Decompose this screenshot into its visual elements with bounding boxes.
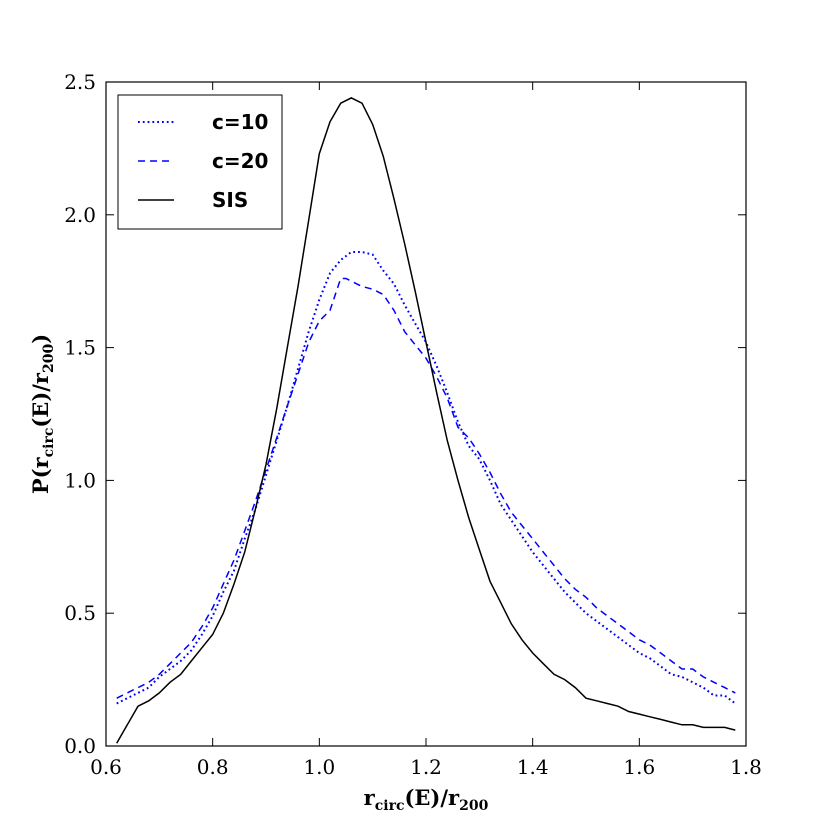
y-tick-label: 1.0 [64,468,96,492]
x-tick-label: 1.4 [517,755,549,779]
legend-label-sis: SIS [212,188,248,212]
x-tick-label: 0.6 [90,755,122,779]
legend-box [117,94,283,230]
x-tick-label: 0.8 [197,755,229,779]
y-tick-label: 0.5 [64,601,96,625]
series-line-c20 [116,277,736,699]
x-tick-label: 1.0 [303,755,335,779]
x-axis-title: rcirc(E)/r200 [364,785,489,814]
y-axis-title: P(rcirc(E)/r200) [28,334,57,494]
x-tick-label: 1.2 [410,755,442,779]
x-tick-label: 1.6 [623,755,655,779]
x-tick-label: 1.8 [730,755,762,779]
y-tick-label: 1.5 [64,336,96,360]
series-line-c10 [116,251,736,705]
y-tick-label: 2.5 [64,70,96,94]
ticks-layer: 0.6 0.8 1.0 1.2 1.4 1.6 1.8 0.0 0.5 1.0 1.5 2.0 2.5 [64,70,762,779]
y-tick-label: 0.0 [64,734,96,758]
y-tick-label: 2.0 [64,203,96,227]
series-layer [116,97,736,744]
legend: c=10 c=20 SIS [117,94,283,230]
legend-label-c20: c=20 [212,149,268,173]
legend-label-c10: c=10 [212,110,268,134]
series-line-sis [116,97,736,744]
